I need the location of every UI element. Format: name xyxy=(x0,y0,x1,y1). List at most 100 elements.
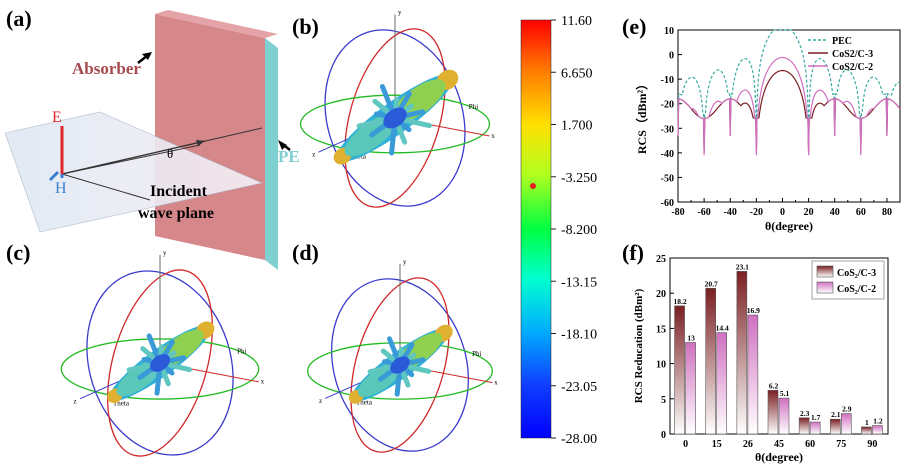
axis-x-label: x xyxy=(491,132,495,140)
pec-layer xyxy=(265,38,278,270)
bar xyxy=(872,425,883,435)
bar-value-label: 18.2 xyxy=(674,297,687,306)
legend-label: CoS2/C-3 xyxy=(832,49,873,60)
lobe-core xyxy=(149,354,171,372)
x-tick-label: 75 xyxy=(836,439,846,450)
bar xyxy=(778,397,790,435)
wave-vector xyxy=(61,140,206,175)
h-label: H xyxy=(55,180,67,197)
bar-value-label: 2.9 xyxy=(842,405,852,414)
y-tick-label: 10 xyxy=(664,26,674,37)
x-tick-label: 0 xyxy=(683,439,688,450)
radiation-lobes xyxy=(107,321,215,404)
y-tick-label: -30 xyxy=(661,124,674,135)
sphere-ring-blue xyxy=(86,270,234,456)
theta-label: Theta xyxy=(356,399,373,407)
colorbar-tick-label: -3.250 xyxy=(561,171,597,186)
absorber-label: Absorber xyxy=(72,59,141,78)
legend-label: CoS₂/C-3 xyxy=(837,268,876,279)
axis-y-label: y xyxy=(163,249,167,257)
phi-label: Phi xyxy=(472,350,481,358)
bar-value-label: 23.1 xyxy=(736,262,749,271)
y-tick-label: 0 xyxy=(661,430,666,441)
legend-label: CoS2/C-2 xyxy=(832,62,873,73)
axis-z-label: z xyxy=(319,397,322,405)
legend-label: CoS₂/C-2 xyxy=(837,284,876,295)
y-axis-label: RCS（dBm²） xyxy=(634,78,649,154)
x-tick-label: 15 xyxy=(712,439,722,450)
x-tick-label: 40 xyxy=(830,207,840,218)
axis-y-label: y xyxy=(398,9,402,17)
sphere-ring-red xyxy=(344,28,446,208)
bar xyxy=(798,417,810,435)
sphere-ring-blue xyxy=(324,29,466,207)
bar xyxy=(736,271,748,435)
axis-x-label: x xyxy=(494,378,498,386)
x-tick-label: 60 xyxy=(856,207,866,218)
bar xyxy=(829,418,841,435)
legend-label: PEC xyxy=(832,36,852,47)
colorbar-tick-label: 11.60 xyxy=(561,14,592,29)
pattern-c: y x z Phi Theta xyxy=(60,249,265,457)
bar-value-label: 2.3 xyxy=(800,409,810,418)
sphere-ring-red xyxy=(107,269,213,457)
axis-x-label: x xyxy=(261,378,265,386)
x-tick-label: 45 xyxy=(774,439,784,450)
theta-label: θ xyxy=(167,146,173,161)
y-tick-label: 5 xyxy=(661,395,666,406)
bar-value-label: 5.1 xyxy=(780,389,790,398)
chart-f-rcs-reduction: 0 5 10 15 20 25 18.2 13 0 20.7 14.4 15 23.1 16.9 26 6.2… xyxy=(633,254,889,464)
bar-value-label: 1.2 xyxy=(873,417,883,426)
bar-value-label: 20.7 xyxy=(705,279,718,288)
incident-label-2: wave plane xyxy=(138,205,214,222)
sphere-ring-blue xyxy=(330,278,470,452)
panel-label-f: (f) xyxy=(622,240,644,265)
radiation-lobes xyxy=(333,69,459,165)
colorbar-tick-label: -23.05 xyxy=(561,380,597,395)
pec-label: PEC xyxy=(278,147,300,166)
bar-value-label: 14.4 xyxy=(716,324,729,333)
panel-label-c: (c) xyxy=(6,240,31,265)
y-tick-label: -20 xyxy=(661,100,674,111)
bar xyxy=(747,314,759,435)
x-tick-label: 60 xyxy=(805,439,815,450)
bar xyxy=(685,342,696,435)
bar-value-label: 16.9 xyxy=(747,306,760,315)
axis-z-label: z xyxy=(312,151,315,159)
x-tick-label: -80 xyxy=(671,207,684,218)
pattern-d: y x z Phi Theta xyxy=(306,258,498,453)
x-axis-label: θ(degree) xyxy=(765,219,813,233)
colorbar-tick-label: -13.15 xyxy=(561,275,597,290)
x-tick-label: -20 xyxy=(750,207,763,218)
bar xyxy=(840,413,852,435)
y-tick-label: 10 xyxy=(656,360,666,371)
phi-label: Phi xyxy=(469,103,478,111)
bar xyxy=(809,421,821,435)
bar-value-label: 2.1 xyxy=(831,410,841,419)
x-tick-label: 80 xyxy=(882,207,892,218)
panel-label-e: (e) xyxy=(622,14,647,39)
x-tick-label: 26 xyxy=(743,439,753,450)
x-tick-label: -60 xyxy=(697,207,710,218)
bar-value-label: 13 xyxy=(687,333,695,342)
axis-y-label: y xyxy=(403,258,407,266)
colorbar: 11.60 6.650 1.700 -3.250 -8.200 -13.15 -18.10 -… xyxy=(520,14,597,447)
y-tick-label: 25 xyxy=(656,254,666,265)
y-tick-label: 15 xyxy=(656,324,666,335)
x-tick-label: -40 xyxy=(724,207,737,218)
legend-swatch xyxy=(816,281,834,294)
colorbar-tick-label: -18.10 xyxy=(561,328,597,343)
y-tick-label: -10 xyxy=(661,75,674,86)
bar xyxy=(674,305,685,435)
phi-label: Phi xyxy=(237,348,246,356)
e-label: E xyxy=(52,109,62,126)
lobe-core xyxy=(383,107,407,129)
colorbar-tick-label: -28.00 xyxy=(561,432,597,447)
panel-label-d: (d) xyxy=(292,240,319,265)
legend-swatch xyxy=(816,265,834,278)
h-field-arrow xyxy=(48,170,60,182)
y-tick-label: 0 xyxy=(669,51,674,62)
bar xyxy=(767,390,779,435)
chart-e-rcs: -80 -60 -40 -20 0 20 40 60 80100-10-20-30-40-50-… xyxy=(634,26,901,233)
